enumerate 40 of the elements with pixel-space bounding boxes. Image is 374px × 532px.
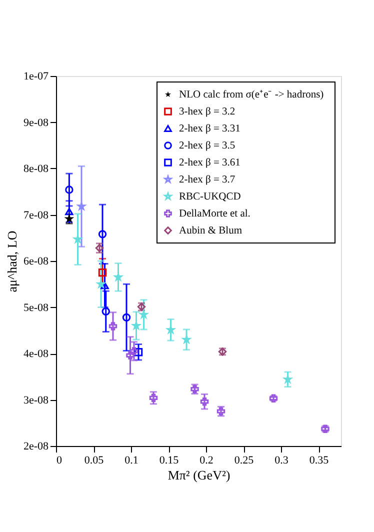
x-tick-label: 0.15 [159,454,180,466]
x-tick-label: 0.1 [124,454,138,466]
point [122,313,131,322]
point [100,282,109,290]
point [126,351,134,360]
y-tick-label: 7e-08 [23,209,49,222]
x-axis-title: Mπ² (GeV²) [168,468,230,482]
y-tick-label: 5e-08 [23,302,49,314]
legend-label: 3-hex β = 3.2 [179,106,236,118]
y-tick-label: 3e-08 [23,394,49,406]
point [98,268,107,277]
x-tick-label: 0.35 [309,454,330,466]
legend-label: NLO calc from σ(e⁺e⁻ -> hadrons) [179,90,324,100]
x-tick-label: 0.3 [274,454,289,466]
point [102,307,110,316]
x-tick-label: 0.05 [84,454,104,466]
y-tick-label: 8e-08 [23,163,49,175]
legend-label: 2-hex β = 3.7 [179,174,236,186]
legend-label: 2-hex β = 3.61 [179,158,240,168]
point [149,394,158,402]
legend-label: 2-hex β = 3.31 [179,124,240,134]
y-axis-title: aμ^had, LO [4,230,20,292]
x-tick-label: 0.2 [200,454,214,466]
x-tick-label: 0.25 [234,454,254,466]
point [98,230,107,238]
legend-label: DellaMorte et al. [179,208,250,220]
point [108,322,118,330]
point [65,186,74,194]
y-tick-label: 6e-08 [23,256,49,268]
legend-label: 2-hex β = 3.5 [179,140,236,152]
x-tick-label: 0 [56,454,62,466]
point [200,397,209,406]
point [134,348,143,356]
y-tick-label: 4e-08 [23,348,49,360]
y-tick-label: 9e-08 [23,116,49,129]
y-tick-label: 2e-08 [23,440,49,452]
legend-label: RBC-UKQCD [179,192,242,202]
y-tick-label: 1e-07 [23,70,49,82]
point [65,208,74,216]
legend-label: Aubin & Blum [179,226,242,236]
